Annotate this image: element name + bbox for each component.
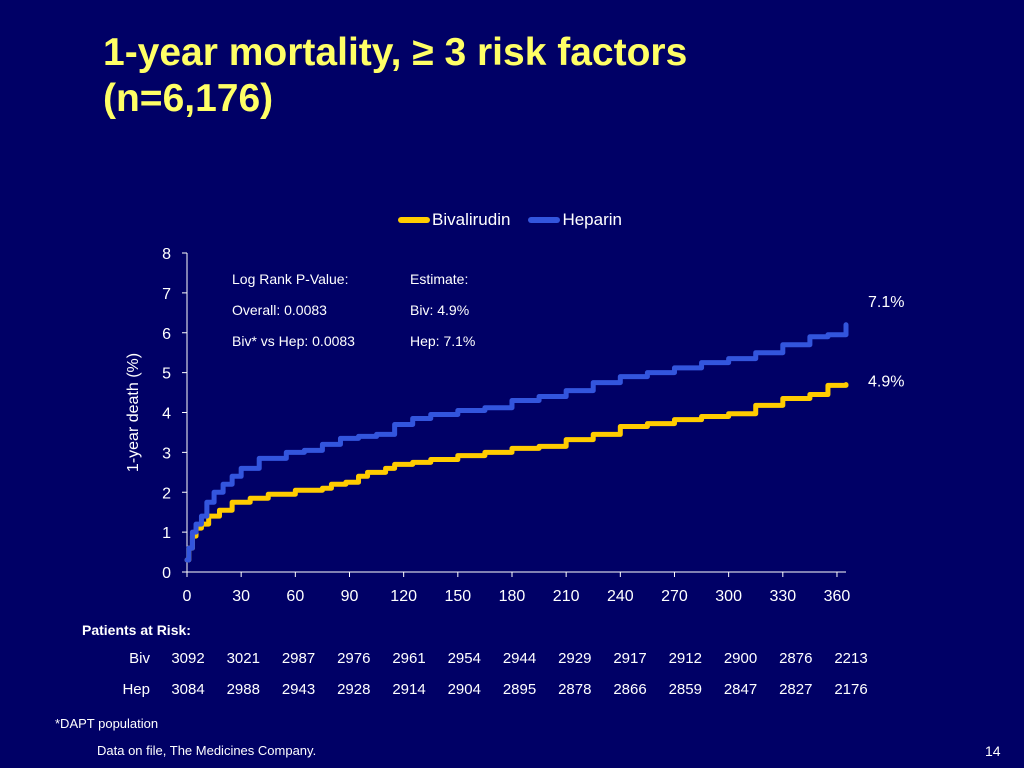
y-tick-label: 1 (162, 525, 171, 542)
end-label-bivalirudin: 4.9% (868, 374, 904, 391)
risk-cell: 2988 (226, 681, 260, 698)
risk-cell: 2866 (613, 681, 647, 698)
y-tick-label: 6 (162, 326, 171, 343)
risk-row-label: Hep (122, 681, 150, 698)
legend-swatch-bivalirudin (398, 217, 430, 223)
x-tick-label: 330 (769, 588, 796, 605)
x-tick-label: 300 (715, 588, 742, 605)
legend-label-bivalirudin: Bivalirudin (432, 210, 511, 229)
x-tick-label: 120 (390, 588, 417, 605)
series-line-heparin (184, 322, 849, 563)
footnote: *DAPT population (55, 716, 159, 731)
y-tick-label: 8 (162, 246, 171, 263)
risk-cell: 2176 (834, 681, 868, 698)
y-tick-label: 5 (162, 366, 171, 383)
risk-cell: 2895 (502, 681, 537, 698)
end-label-heparin: 7.1% (868, 294, 904, 311)
risk-cell: 2904 (447, 681, 481, 698)
risk-cell: 2900 (723, 650, 758, 667)
y-tick-label: 2 (162, 485, 171, 502)
y-tick-label: 7 (162, 286, 171, 303)
x-tick-label: 270 (661, 588, 688, 605)
risk-cell: 2976 (337, 650, 371, 667)
risk-cell: 2213 (834, 650, 868, 667)
stats-overall-pvalue: Overall: 0.0083 (232, 302, 327, 318)
stats-header-estimate: Estimate: (410, 271, 469, 287)
risk-cell: 2914 (392, 681, 426, 698)
x-tick-label: 150 (444, 588, 471, 605)
risk-cell: 2961 (392, 650, 426, 667)
legend-item-bivalirudin: Bivalirudin (398, 210, 510, 230)
risk-cell: 2987 (281, 650, 316, 667)
risk-cell: 2876 (779, 650, 813, 667)
chart-legend: Bivalirudin Heparin (398, 210, 640, 230)
risk-cell: 3021 (226, 650, 260, 667)
risk-cell: 2929 (558, 650, 592, 667)
risk-cell: 2944 (502, 650, 537, 667)
risk-cell: 2878 (558, 681, 592, 698)
x-tick-label: 240 (607, 588, 634, 605)
risk-cell: 2847 (723, 681, 758, 698)
x-tick-label: 90 (341, 588, 359, 605)
x-tick-label: 0 (183, 588, 192, 605)
legend-label-heparin: Heparin (562, 210, 622, 229)
slide-title-line1: 1-year mortality, ≥ 3 risk factors (103, 31, 688, 74)
y-tick-label: 0 (162, 565, 171, 582)
stats-hep-estimate: Hep: 7.1% (410, 333, 476, 349)
stats-header-pvalue: Log Rank P-Value: (232, 271, 349, 287)
legend-swatch-heparin (528, 217, 561, 223)
y-axis-label: 1-year death (%) (125, 353, 142, 472)
risk-cell: 2827 (779, 681, 813, 698)
stats-biv-estimate: Biv: 4.9% (410, 302, 470, 318)
risk-cell: 2954 (447, 650, 481, 667)
slide-title: 1-year mortality, ≥ 3 risk factors (n=6,… (103, 30, 1003, 122)
risk-cell: 2859 (668, 681, 702, 698)
x-tick-label: 360 (824, 588, 851, 605)
x-tick-label: 60 (286, 588, 304, 605)
x-tick-label: 210 (553, 588, 580, 605)
x-tick-label: 30 (232, 588, 250, 605)
y-tick-label: 3 (162, 445, 171, 462)
risk-cell: 2928 (337, 681, 371, 698)
y-tick-label: 4 (162, 406, 171, 423)
legend-item-heparin: Heparin (528, 210, 622, 230)
source-note: Data on file, The Medicines Company. (97, 743, 317, 758)
stats-box: Log Rank P-Value: Estimate: Overall: 0.0… (232, 264, 475, 357)
risk-cell: 2912 (668, 650, 702, 667)
page-number: 14 (985, 743, 1001, 759)
risk-cell: 3084 (171, 681, 205, 698)
slide-title-line2: (n=6,176) (103, 77, 274, 120)
series-line-bivalirudin (184, 382, 849, 563)
risk-cell: 3092 (171, 650, 205, 667)
risk-table-title: Patients at Risk: (82, 622, 191, 638)
risk-cell: 2917 (613, 650, 647, 667)
x-tick-label: 180 (499, 588, 526, 605)
stats-biv-vs-hep-pvalue: Biv* vs Hep: 0.0083 (232, 333, 355, 349)
risk-cell: 2943 (281, 681, 316, 698)
risk-row-label: Biv (129, 650, 150, 667)
